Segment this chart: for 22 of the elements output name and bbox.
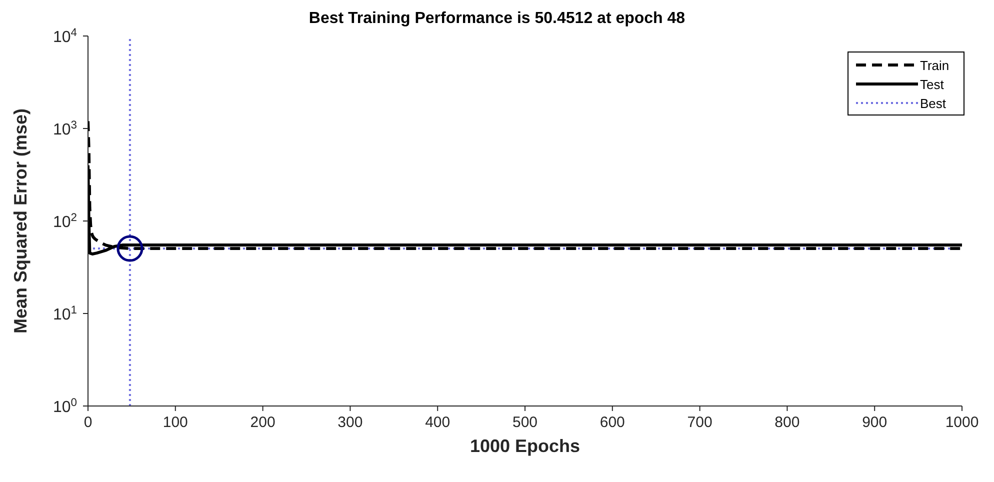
x-tick-label: 800	[774, 414, 800, 431]
y-tick-label: 10$^{3}$	[52, 120, 77, 138]
x-tick-label: 400	[425, 414, 450, 431]
x-tick-label: 600	[600, 414, 625, 431]
x-axis-title: 1000 Epochs	[470, 436, 580, 456]
x-tick-label: 0	[84, 414, 92, 431]
x-tick-label: 100	[162, 414, 188, 431]
x-tick-label: 700	[687, 414, 712, 431]
y-tick-label: 10$^{0}$	[52, 397, 77, 416]
y-axis-title: Mean Squared Error (mse)	[10, 108, 30, 334]
x-tick-label: 300	[338, 414, 363, 431]
x-tick-label: 1000	[945, 414, 979, 431]
x-tick-label: 900	[862, 414, 888, 431]
chart-title: Best Training Performance is 50.4512 at epoch 48	[308, 10, 686, 28]
y-tick-label: 10$^{1}$	[52, 304, 77, 324]
y-tick-label: 10$^{2}$	[52, 212, 77, 231]
x-tick-label: 500	[512, 414, 538, 431]
legend-label: Train	[920, 58, 950, 73]
x-tick-label: 200	[250, 414, 276, 431]
y-tick-label: 10$^{4}$	[52, 27, 77, 46]
legend-label: Test	[920, 77, 944, 92]
legend-label: Best	[920, 96, 946, 111]
